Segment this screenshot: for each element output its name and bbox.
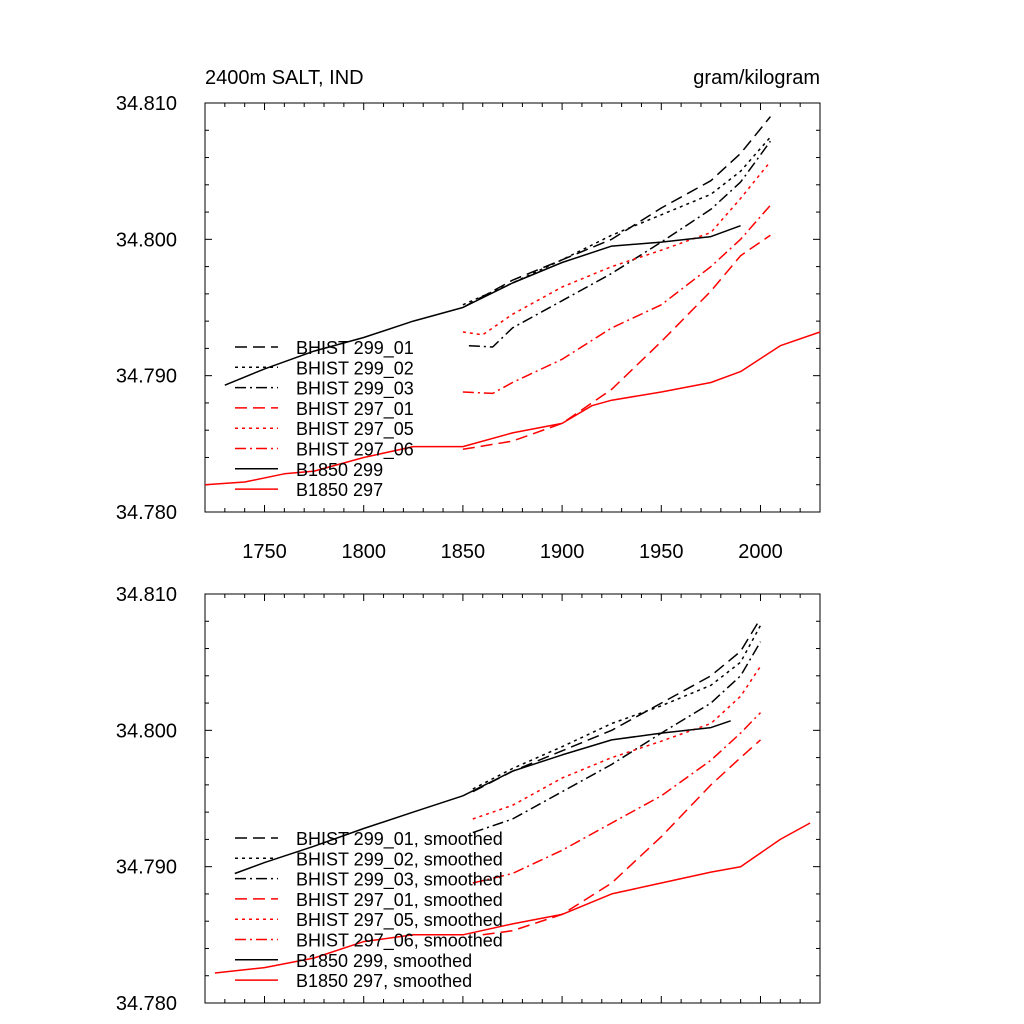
series-line <box>472 665 762 820</box>
x-tick-label: 1900 <box>540 541 585 563</box>
x-tick-label: 1800 <box>341 541 386 563</box>
y-tick-label: 34.800 <box>116 229 177 251</box>
series-line <box>472 618 762 793</box>
legend-label: BHIST 297_01 <box>296 399 414 420</box>
series-line <box>462 161 771 336</box>
legend-label: BHIST 299_01, smoothed <box>296 829 503 850</box>
chart-title-right: gram/kilogram <box>693 67 820 89</box>
y-tick-label: 34.780 <box>116 993 177 1015</box>
x-tick-label: 1850 <box>441 541 486 563</box>
series-lines <box>214 618 811 974</box>
legend-label: BHIST 297_05, smoothed <box>296 910 503 931</box>
legend-label: BHIST 299_01 <box>296 338 414 359</box>
series-line <box>204 331 821 486</box>
series-line <box>462 116 771 309</box>
legend-label: BHIST 297_01, smoothed <box>296 890 503 911</box>
top-chart-panel: 2400m SALT, IND gram/kilogram 34.78034.7… <box>116 67 821 563</box>
axis-ticks <box>205 593 821 1004</box>
legend-label: BHIST 297_05 <box>296 419 414 440</box>
series-line <box>214 822 811 974</box>
legend-label: B1850 297, smoothed <box>296 971 472 991</box>
x-tick-label: 1750 <box>242 541 287 563</box>
y-tick-labels: 34.780 34.790 34.800 34.810 <box>116 584 177 1015</box>
series-line <box>472 625 762 790</box>
legend-label: BHIST 299_03 <box>296 379 414 400</box>
y-tick-label: 34.790 <box>116 857 177 879</box>
y-tick-label: 34.800 <box>116 720 177 742</box>
series-line <box>462 136 771 306</box>
y-tick-label: 34.790 <box>116 366 177 388</box>
chart-title-left: 2400m SALT, IND <box>205 67 364 89</box>
x-tick-label: 2000 <box>738 541 783 563</box>
y-tick-label: 34.810 <box>116 93 177 115</box>
series-line <box>482 739 761 936</box>
x-tick-labels: 1750 1800 1850 1900 1950 2000 <box>242 541 782 563</box>
series-line <box>224 224 741 386</box>
legend-label: BHIST 297_06, smoothed <box>296 931 503 952</box>
series-lines <box>204 116 821 486</box>
series-line <box>462 204 771 395</box>
y-tick-label: 34.780 <box>116 502 177 524</box>
legend-label: B1850 299, smoothed <box>296 951 472 971</box>
series-line <box>234 720 731 875</box>
x-tick-label: 1950 <box>639 541 684 563</box>
legend-label: B1850 297 <box>296 480 383 500</box>
plot-frame <box>204 102 821 513</box>
plot-frame <box>204 593 821 1004</box>
legend-label: BHIST 299_03, smoothed <box>296 870 503 891</box>
axis-ticks <box>205 102 821 513</box>
legend-label: BHIST 299_02, smoothed <box>296 849 503 870</box>
bottom-chart-panel: 34.780 34.790 34.800 34.810 BHIST 299_01, s… <box>116 584 821 1015</box>
series-line <box>468 140 772 348</box>
legend-label: BHIST 299_02 <box>296 358 414 379</box>
legend-label: BHIST 297_06 <box>296 440 414 461</box>
y-tick-labels: 34.780 34.790 34.800 34.810 <box>116 93 177 524</box>
series-line <box>462 234 771 451</box>
legend-label: B1850 299 <box>296 460 383 480</box>
series-line <box>472 641 762 834</box>
series-line <box>472 712 762 884</box>
y-tick-label: 34.810 <box>116 584 177 606</box>
